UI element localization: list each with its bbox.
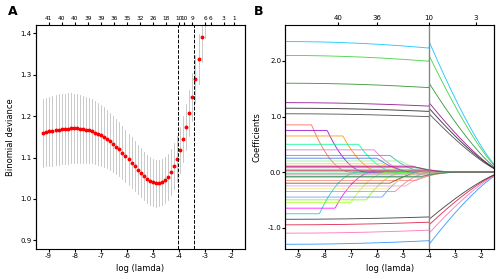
Y-axis label: Binomial deviance: Binomial deviance: [6, 98, 15, 176]
Y-axis label: Coefficients: Coefficients: [253, 112, 262, 162]
X-axis label: log (lamda): log (lamda): [116, 264, 164, 273]
Text: B: B: [254, 5, 264, 18]
Text: A: A: [8, 5, 18, 18]
X-axis label: log (lamda): log (lamda): [366, 264, 414, 273]
